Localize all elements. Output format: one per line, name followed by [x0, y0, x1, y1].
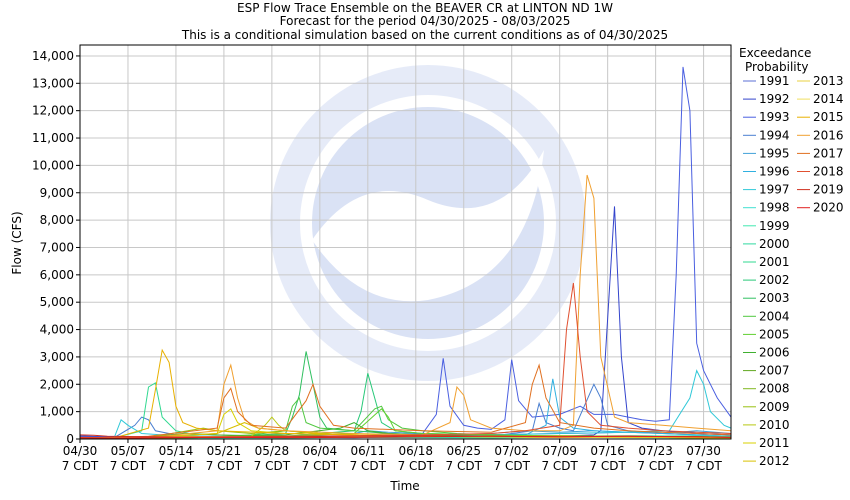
- series-line-2020: [79, 435, 732, 439]
- x-tick-label-date: 05/28: [255, 444, 290, 458]
- x-tick-label-date: 05/07: [111, 444, 146, 458]
- y-tick-label: 2,000: [40, 377, 74, 391]
- y-tick-label: 12,000: [32, 104, 74, 118]
- x-tick-label-time: 7 CDT: [589, 459, 626, 473]
- plot-frame: [79, 44, 732, 440]
- legend-title-line-2: Probability: [745, 60, 808, 74]
- legend-label-2006: 2006: [759, 346, 790, 360]
- x-tick-label-time: 7 CDT: [685, 459, 722, 473]
- y-tick-label: 13,000: [32, 76, 74, 90]
- x-tick-label-date: 07/02: [494, 444, 529, 458]
- x-tick-label-date: 06/11: [351, 444, 386, 458]
- x-tick-label-time: 7 CDT: [446, 459, 483, 473]
- series-line-2017: [79, 363, 732, 439]
- x-tick-label-date: 06/18: [398, 444, 433, 458]
- x-tick-label-time: 7 CDT: [62, 459, 99, 473]
- x-tick-label-time: 7 CDT: [541, 459, 578, 473]
- legend-label-1996: 1996: [759, 165, 790, 179]
- legend-label-2008: 2008: [759, 382, 790, 396]
- y-tick-label: 11,000: [32, 131, 74, 145]
- x-tick-label-time: 7 CDT: [637, 459, 674, 473]
- x-tick-label-date: 07/30: [686, 444, 721, 458]
- legend-label-1999: 1999: [759, 219, 790, 233]
- legend-label-2020: 2020: [813, 201, 844, 215]
- legend-label-1992: 1992: [759, 92, 790, 106]
- x-tick-label-time: 7 CDT: [494, 459, 531, 473]
- x-tick-label-time: 7 CDT: [110, 459, 147, 473]
- y-tick-label: 10,000: [32, 158, 74, 172]
- y-tick-label: 0: [66, 432, 74, 446]
- legend-label-2007: 2007: [759, 364, 790, 378]
- x-tick-label-date: 06/25: [446, 444, 481, 458]
- x-axis-label: Time: [389, 479, 419, 493]
- chart-title: ESP Flow Trace Ensemble on the BEAVER CR…: [237, 1, 613, 15]
- series-line-1996: [79, 378, 732, 439]
- legend-label-1998: 1998: [759, 201, 790, 215]
- x-tick-label-time: 7 CDT: [158, 459, 195, 473]
- y-tick-label: 6,000: [40, 268, 74, 282]
- legend-label-2002: 2002: [759, 273, 790, 287]
- legend-label-2018: 2018: [813, 165, 844, 179]
- legend-label-2011: 2011: [759, 436, 790, 450]
- legend-label-2017: 2017: [813, 146, 844, 160]
- series-line-2013: [79, 435, 732, 439]
- legend: 1991 1992 1993 1994 1995 1996 1997 1998 1999 2000…: [743, 74, 844, 468]
- legend-label-1991: 1991: [759, 74, 790, 88]
- y-tick-label: 9,000: [40, 186, 74, 200]
- y-tick-label: 3,000: [40, 350, 74, 364]
- series-line-1997: [79, 369, 732, 439]
- legend-label-2001: 2001: [759, 255, 790, 269]
- legend-label-2004: 2004: [759, 309, 790, 323]
- y-tick-label: 14,000: [32, 49, 74, 63]
- legend-label-2019: 2019: [813, 183, 844, 197]
- legend-label-2012: 2012: [759, 454, 790, 468]
- y-tick-label: 5,000: [40, 295, 74, 309]
- y-axis-label: Flow (CFS): [10, 211, 24, 274]
- x-tick-label-date: 07/16: [590, 444, 625, 458]
- y-tick-label: 4,000: [40, 323, 74, 337]
- chart-subtitle-2: This is a conditional simulation based o…: [181, 28, 668, 42]
- x-tick-label-time: 7 CDT: [398, 459, 435, 473]
- x-tick-label-date: 07/09: [542, 444, 577, 458]
- legend-label-2003: 2003: [759, 291, 790, 305]
- legend-label-1995: 1995: [759, 146, 790, 160]
- x-tick-label-date: 05/14: [159, 444, 194, 458]
- y-tick-label: 8,000: [40, 213, 74, 227]
- legend-label-1994: 1994: [759, 128, 790, 142]
- x-tick-label-time: 7 CDT: [350, 459, 387, 473]
- y-tick-label: 7,000: [40, 240, 74, 254]
- y-tick-label: 1,000: [40, 405, 74, 419]
- x-tick-label-time: 7 CDT: [254, 459, 291, 473]
- x-tick-label-time: 7 CDT: [206, 459, 243, 473]
- chart-subtitle: Forecast for the period 04/30/2025 - 08/…: [280, 14, 571, 28]
- legend-label-2005: 2005: [759, 327, 790, 341]
- legend-label-2014: 2014: [813, 92, 844, 106]
- legend-label-2015: 2015: [813, 110, 844, 124]
- legend-label-2000: 2000: [759, 237, 790, 251]
- y-axis-ticks: 0 1,000 2,000 3,000 4,000 5,000 6,000 7,000 8,00…: [32, 49, 80, 446]
- x-tick-label-date: 05/21: [207, 444, 242, 458]
- legend-label-2013: 2013: [813, 74, 844, 88]
- legend-label-2010: 2010: [759, 418, 790, 432]
- legend-label-2009: 2009: [759, 400, 790, 414]
- legend-title-line-1: Exceedance: [739, 46, 811, 60]
- x-tick-label-date: 04/30: [63, 444, 98, 458]
- series-line-2016: [79, 174, 732, 439]
- x-tick-label-date: 07/23: [638, 444, 673, 458]
- legend-label-2016: 2016: [813, 128, 844, 142]
- x-tick-label-date: 06/04: [303, 444, 338, 458]
- legend-label-1997: 1997: [759, 183, 790, 197]
- noaa-logo-watermark: [270, 65, 586, 381]
- legend-label-1993: 1993: [759, 110, 790, 124]
- series-lines: [79, 66, 732, 439]
- x-tick-label-time: 7 CDT: [302, 459, 339, 473]
- series-line-2018: [79, 282, 732, 439]
